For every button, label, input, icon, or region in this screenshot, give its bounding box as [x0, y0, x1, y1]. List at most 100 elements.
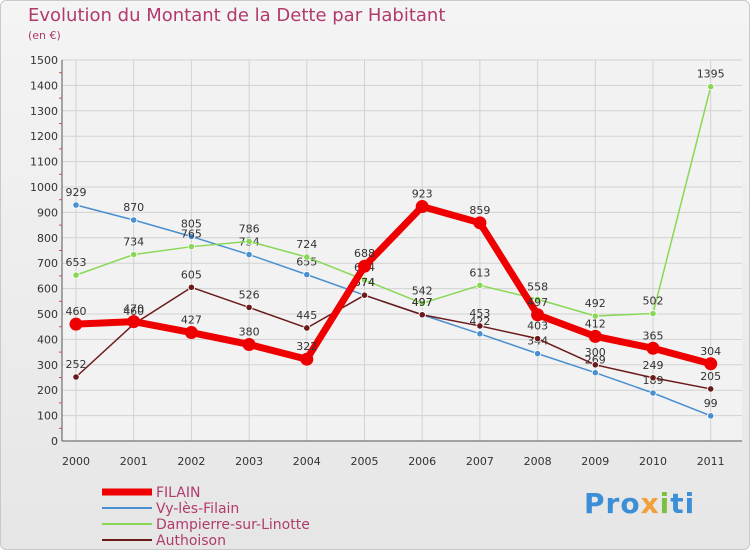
y-tick-label: 500 [37, 308, 58, 321]
y-tick-label: 600 [37, 283, 58, 296]
data-point [591, 361, 599, 369]
data-label: 765 [181, 228, 202, 241]
data-point [72, 201, 80, 209]
series-line-Dampierre-sur-Linotte [75, 85, 712, 317]
x-tick-label: 2003 [235, 455, 263, 468]
y-tick-label: 1000 [30, 181, 58, 194]
data-label: 460 [66, 305, 87, 318]
data-label: 497 [412, 296, 433, 309]
data-point [69, 317, 83, 331]
x-tick-label: 2010 [639, 455, 667, 468]
data-label: 653 [66, 256, 87, 269]
x-tick-label: 2006 [408, 455, 436, 468]
data-point [187, 283, 195, 291]
y-tick-label: 1500 [30, 54, 58, 67]
data-label: 427 [181, 314, 202, 327]
x-tick-label: 2001 [120, 455, 148, 468]
legend-label: Dampierre-sur-Linotte [156, 517, 310, 533]
data-label: 304 [700, 345, 721, 358]
data-point [704, 357, 718, 371]
data-label: 526 [239, 288, 260, 301]
data-point [130, 216, 138, 224]
legend-label: Vy-lès-Filain [156, 501, 239, 517]
y-tick-label: 1100 [30, 156, 58, 169]
series-line-Authoison [75, 286, 712, 390]
data-point [303, 324, 311, 332]
plot-area [62, 60, 742, 441]
data-label: 249 [643, 359, 664, 372]
x-tick-label: 2000 [62, 455, 90, 468]
data-label: 252 [66, 358, 87, 371]
y-tick-label: 700 [37, 257, 58, 270]
data-label: 923 [412, 188, 433, 201]
data-point [130, 250, 138, 259]
data-point [533, 295, 542, 303]
data-point [646, 341, 660, 355]
y-tick-label: 200 [37, 384, 58, 397]
series-line-FILAIN [72, 203, 715, 368]
data-point [476, 281, 484, 289]
data-point [127, 315, 141, 329]
data-point [360, 291, 369, 299]
x-tick-label: 2002 [177, 455, 205, 468]
data-label: 365 [643, 329, 664, 342]
data-label: 805 [181, 218, 202, 231]
data-label: 502 [643, 294, 664, 307]
data-label: 322 [296, 340, 317, 353]
data-label: 269 [585, 354, 606, 367]
data-point [476, 330, 484, 338]
data-label: 613 [469, 266, 490, 279]
y-tick-label: 1200 [30, 130, 58, 143]
data-point [184, 326, 198, 340]
x-tick-label: 2005 [351, 455, 379, 468]
data-point [473, 216, 487, 230]
data-label: 786 [239, 222, 260, 235]
data-point [245, 303, 253, 311]
data-label: 859 [469, 204, 490, 217]
data-label: 929 [66, 186, 87, 199]
data-point [533, 350, 542, 358]
chart-title: Evolution du Montant de la Dette par Hab… [28, 5, 446, 26]
data-point [187, 232, 195, 241]
data-point [358, 259, 371, 273]
data-point [649, 374, 657, 382]
data-point [649, 309, 657, 318]
data-label: 445 [296, 309, 317, 322]
data-label: 460 [123, 305, 144, 318]
data-label: 99 [704, 397, 718, 410]
data-point [418, 299, 426, 307]
x-tick-label: 2008 [524, 455, 552, 468]
data-label: 870 [123, 201, 144, 214]
y-tick-label: 100 [37, 410, 58, 423]
data-point [300, 352, 314, 366]
data-point [707, 385, 715, 393]
x-tick-label: 2009 [581, 455, 609, 468]
x-tick-label: 2011 [697, 455, 725, 468]
y-tick-label: 0 [51, 435, 58, 448]
data-label: 558 [527, 280, 548, 293]
data-point [303, 271, 311, 279]
data-point [245, 237, 253, 245]
x-tick-label: 2007 [466, 455, 494, 468]
data-label: 492 [585, 297, 606, 310]
data-point [72, 271, 80, 279]
data-label: 412 [585, 317, 606, 330]
data-label: 542 [412, 284, 433, 297]
data-point [476, 322, 484, 330]
data-label: 724 [296, 238, 317, 251]
data-point [533, 335, 542, 343]
data-label: 734 [123, 236, 144, 249]
proxiti-logo: Proxiti [584, 487, 696, 520]
y-tick-label: 300 [37, 359, 58, 372]
data-point [360, 276, 369, 284]
data-label: 205 [700, 370, 721, 383]
data-label: 453 [469, 307, 490, 320]
data-point [415, 200, 429, 214]
data-label: 300 [585, 346, 606, 359]
data-label: 497 [527, 296, 548, 309]
data-label: 403 [527, 320, 548, 333]
y-tick-label: 1300 [30, 105, 58, 118]
data-point [242, 337, 256, 351]
legend-label: FILAIN [156, 485, 200, 501]
